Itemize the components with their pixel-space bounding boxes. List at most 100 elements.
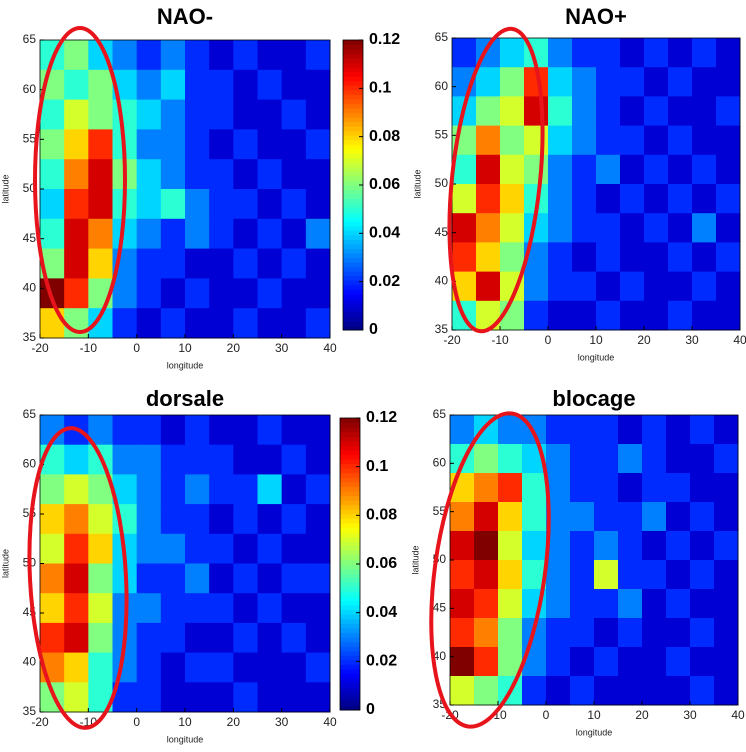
y-axis-label: latitude xyxy=(0,549,10,578)
cell xyxy=(40,129,65,160)
cell xyxy=(233,444,258,475)
cell xyxy=(160,189,186,220)
x-tick-label: -10 xyxy=(491,333,509,347)
colorbar-slice xyxy=(343,307,363,313)
cell xyxy=(692,271,717,302)
cell xyxy=(548,300,573,331)
cell xyxy=(281,593,307,624)
cell xyxy=(209,308,234,339)
x-tick-label: 40 xyxy=(323,341,337,355)
cell xyxy=(136,415,162,446)
cell xyxy=(620,67,645,97)
cell xyxy=(572,271,597,302)
cell xyxy=(88,248,113,279)
cell xyxy=(233,308,258,339)
colorbar-slice xyxy=(343,271,363,277)
x-tick-label: -20 xyxy=(31,715,49,729)
colorbar-slice xyxy=(340,691,360,697)
cell xyxy=(716,271,741,302)
cell xyxy=(596,67,621,97)
cell xyxy=(570,676,595,706)
cell xyxy=(594,618,619,648)
cell xyxy=(40,159,65,190)
cell xyxy=(716,184,741,214)
colorbar-slice xyxy=(340,454,360,460)
cell xyxy=(88,533,113,564)
cell xyxy=(522,531,547,561)
cell xyxy=(257,622,283,654)
cell xyxy=(668,213,693,243)
cell xyxy=(88,129,113,160)
cell xyxy=(209,682,234,713)
cell xyxy=(572,184,597,214)
cell xyxy=(690,473,715,503)
x-tick-label: 30 xyxy=(275,341,289,355)
cell xyxy=(88,593,113,624)
cell xyxy=(64,248,89,279)
cell xyxy=(160,129,186,160)
y-tick-label: 35 xyxy=(23,704,37,718)
cell xyxy=(548,184,573,214)
cell xyxy=(572,300,597,331)
cell xyxy=(40,218,65,250)
y-tick-label: 60 xyxy=(433,456,447,470)
cell xyxy=(136,308,162,339)
colorbar-slice xyxy=(340,696,360,702)
colorbar-slice xyxy=(340,591,360,597)
y-tick-label: 60 xyxy=(435,79,449,93)
cell xyxy=(305,415,331,446)
cell xyxy=(136,593,162,624)
cell xyxy=(160,682,186,713)
cell xyxy=(257,189,283,220)
x-tick-label: 40 xyxy=(731,708,745,722)
y-tick-label: 45 xyxy=(23,231,37,245)
cell xyxy=(112,444,138,475)
cell xyxy=(642,560,667,590)
cell xyxy=(64,99,89,130)
colorbar-slice xyxy=(343,284,363,290)
cell xyxy=(160,159,186,190)
cell xyxy=(500,125,525,156)
colorbar-slice xyxy=(340,509,360,515)
cell xyxy=(40,593,65,624)
colorbar-slice xyxy=(343,139,363,145)
cell xyxy=(570,589,595,619)
colorbar-slice xyxy=(343,148,363,154)
cell xyxy=(209,69,234,101)
cell xyxy=(452,38,477,68)
cell xyxy=(450,676,475,706)
cell xyxy=(692,38,717,68)
cell xyxy=(570,560,595,590)
cell xyxy=(666,444,691,474)
colorbar-slice xyxy=(343,130,363,136)
cell xyxy=(136,129,162,160)
cell xyxy=(594,415,619,445)
cell xyxy=(40,563,65,594)
cell xyxy=(642,502,667,532)
cell xyxy=(185,218,210,250)
cell xyxy=(112,308,138,339)
chart-title: dorsale xyxy=(146,386,224,411)
cell xyxy=(500,184,525,214)
cell xyxy=(64,533,89,564)
cell xyxy=(305,69,331,101)
cell xyxy=(185,159,210,190)
cell xyxy=(452,242,477,273)
cell xyxy=(233,278,258,309)
cell xyxy=(160,533,186,564)
cell xyxy=(476,271,501,302)
cell xyxy=(160,474,186,505)
cell xyxy=(546,589,571,619)
y-tick-label: 65 xyxy=(433,407,447,421)
cell xyxy=(160,593,186,624)
colorbar-slice xyxy=(340,491,360,497)
cell xyxy=(233,99,258,130)
cell xyxy=(714,560,739,590)
colorbar-slice xyxy=(343,221,363,227)
cell xyxy=(572,96,597,127)
cell xyxy=(233,563,258,594)
cell xyxy=(476,125,501,156)
cell xyxy=(64,308,89,339)
cell xyxy=(498,444,523,474)
cell xyxy=(644,242,669,273)
